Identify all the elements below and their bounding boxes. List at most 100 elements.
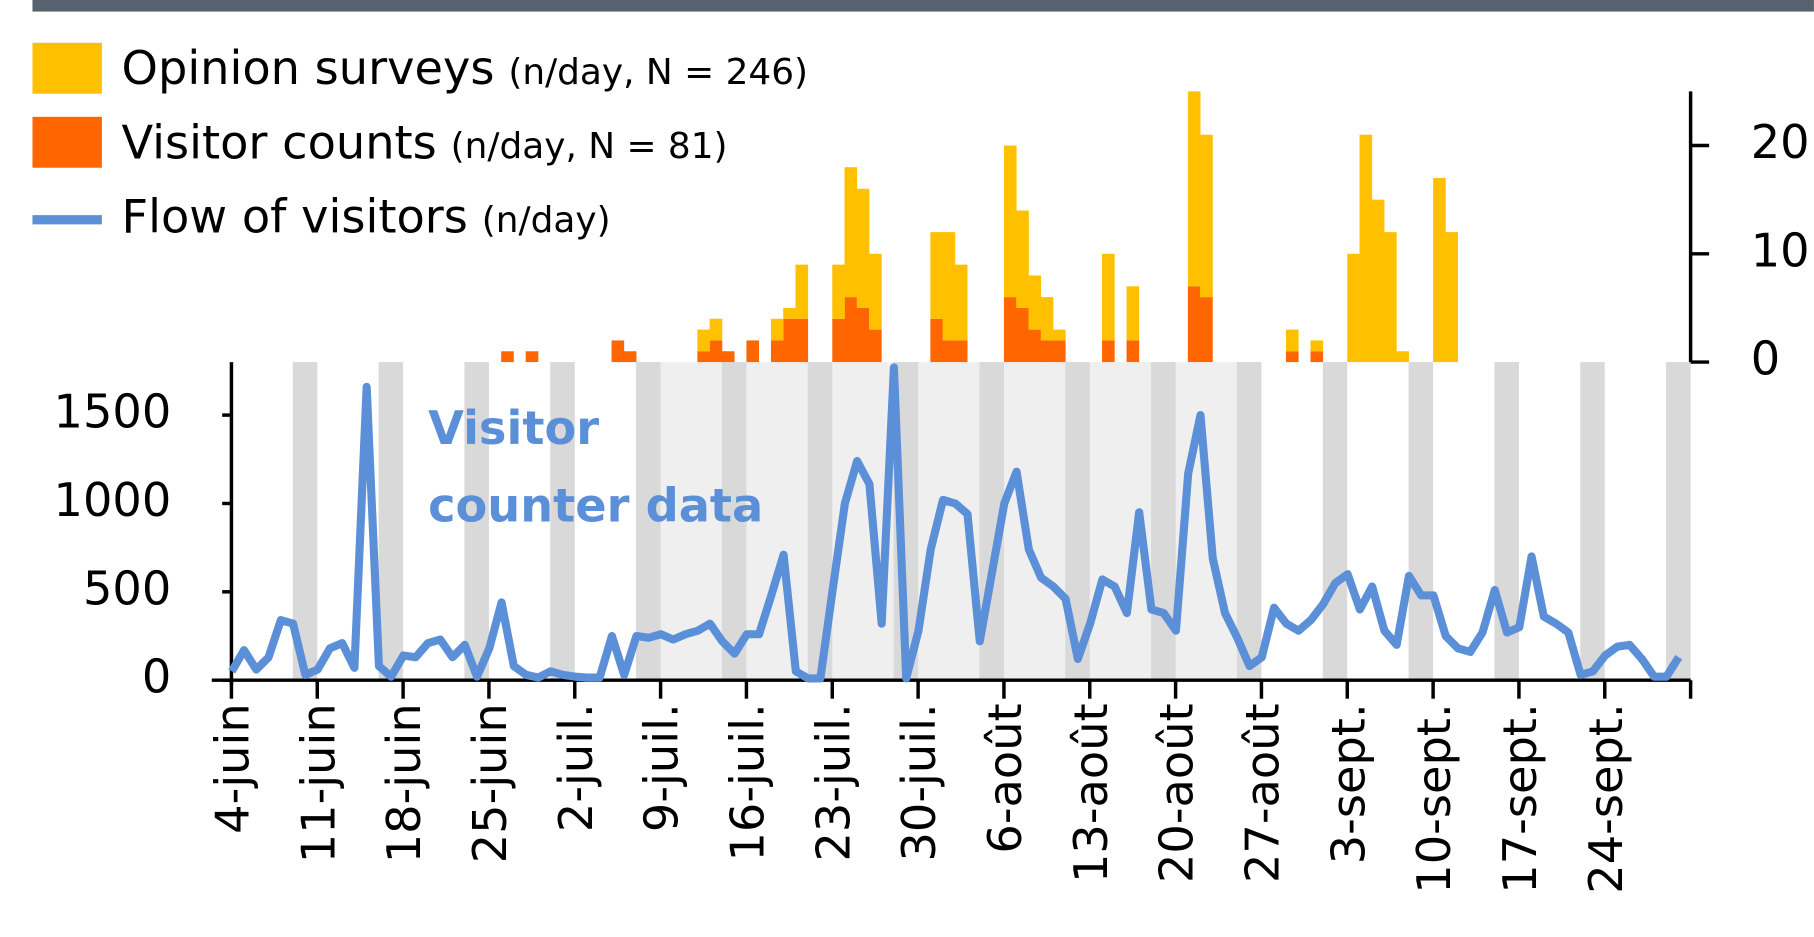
bar: [1310, 351, 1324, 363]
x-tick-label: 17-sept.: [1493, 703, 1547, 893]
bar: [1384, 232, 1397, 363]
x-tick-label: 30-juil.: [892, 703, 946, 861]
bar: [844, 297, 858, 363]
bar: [721, 351, 735, 363]
x-tick-label: 2-juil.: [549, 703, 603, 832]
bar: [525, 351, 539, 363]
legend-label: Opinion surveys: [122, 41, 495, 95]
bar: [856, 307, 870, 363]
bar: [1052, 340, 1066, 363]
x-tick-label: 9-juil.: [635, 703, 689, 832]
bar: [1359, 134, 1373, 363]
y-tick-label: 0: [142, 650, 171, 704]
bar: [623, 351, 637, 363]
bar: [930, 232, 943, 319]
bar: [697, 351, 710, 363]
bar: [1102, 253, 1115, 341]
bar: [832, 264, 845, 319]
bar: [856, 188, 870, 308]
weekend-band: [636, 362, 661, 681]
bar: [795, 264, 809, 319]
y2-tick-label: 0: [1751, 332, 1780, 386]
bar: [1200, 297, 1213, 363]
bar: [783, 307, 796, 319]
bar: [501, 351, 514, 363]
bar: [770, 318, 784, 341]
bar: [1028, 275, 1042, 330]
legend-unit: (n/day, N = 81): [451, 126, 728, 167]
legend-label: Flow of visitors: [122, 189, 468, 243]
bar: [1187, 91, 1201, 287]
weekend-band: [1322, 362, 1348, 681]
bar: [832, 318, 845, 363]
x-tick-label: 18-juin: [377, 703, 431, 863]
weekend-band: [1236, 362, 1262, 681]
bar: [709, 318, 723, 341]
bar: [1285, 351, 1299, 363]
y-tick-label: 1500: [54, 385, 172, 439]
bar: [770, 340, 784, 363]
bar: [942, 232, 956, 341]
bar: [1347, 253, 1360, 363]
header-strip: [32, 0, 1814, 12]
bar: [844, 167, 858, 298]
x-tick-label: 23-juil.: [806, 703, 860, 861]
bar: [1396, 351, 1409, 363]
bar: [1040, 340, 1054, 363]
legend-unit: (n/day): [482, 200, 611, 241]
legend-unit: (n/day, N = 246): [508, 52, 808, 93]
x-tick-label: 13-août: [1064, 703, 1118, 883]
bar: [1187, 286, 1201, 363]
bar: [1310, 340, 1324, 352]
x-tick-label: 11-juin: [291, 703, 345, 863]
x-tick-label: 16-juil.: [721, 703, 775, 861]
bar: [1200, 134, 1213, 298]
plot-background: [231, 362, 1691, 681]
bar: [1016, 307, 1029, 363]
y-tick-label: 1000: [54, 473, 172, 527]
bar: [942, 340, 956, 363]
x-tick-label: 4-juin: [206, 703, 260, 833]
y2-tick-label: 20: [1751, 115, 1810, 169]
bar: [1028, 329, 1042, 363]
bar: [1003, 297, 1017, 363]
bar: [1285, 329, 1299, 352]
bar: [709, 340, 723, 363]
bar: [1016, 210, 1029, 308]
bar: [611, 340, 625, 363]
bar: [783, 318, 796, 363]
y-tick-label: 500: [83, 561, 171, 615]
bar: [954, 264, 968, 341]
bar: [954, 340, 968, 363]
x-tick-label: 24-sept.: [1579, 703, 1633, 893]
legend-swatch: [32, 42, 102, 94]
x-tick-label: 20-août: [1150, 703, 1204, 883]
annotation: Visitor: [428, 401, 599, 455]
bar: [1445, 232, 1458, 363]
bar: [869, 253, 882, 330]
legend-label: Visitor counts: [122, 115, 437, 169]
bar: [1052, 329, 1066, 341]
bar: [1433, 178, 1446, 363]
bar: [1102, 340, 1115, 363]
bar: [1126, 340, 1140, 363]
weekend-band: [1580, 362, 1605, 681]
weekend-band: [1408, 362, 1434, 681]
line-series: [228, 363, 1683, 683]
weekend-band: [1151, 362, 1176, 681]
bar: [869, 329, 882, 363]
weekend-band: [550, 362, 575, 681]
weekend-band: [721, 362, 747, 681]
annotation: counter data: [428, 478, 763, 532]
bar: [1371, 199, 1385, 363]
weekend-band: [1666, 362, 1691, 681]
bar: [1003, 145, 1017, 298]
x-tick-label: 27-août: [1236, 703, 1290, 883]
x-tick-label: 25-juin: [463, 703, 517, 863]
x-tick-label: 6-août: [978, 703, 1032, 853]
bar: [1040, 297, 1054, 341]
legend-swatch: [32, 116, 102, 168]
bar: [746, 340, 760, 363]
